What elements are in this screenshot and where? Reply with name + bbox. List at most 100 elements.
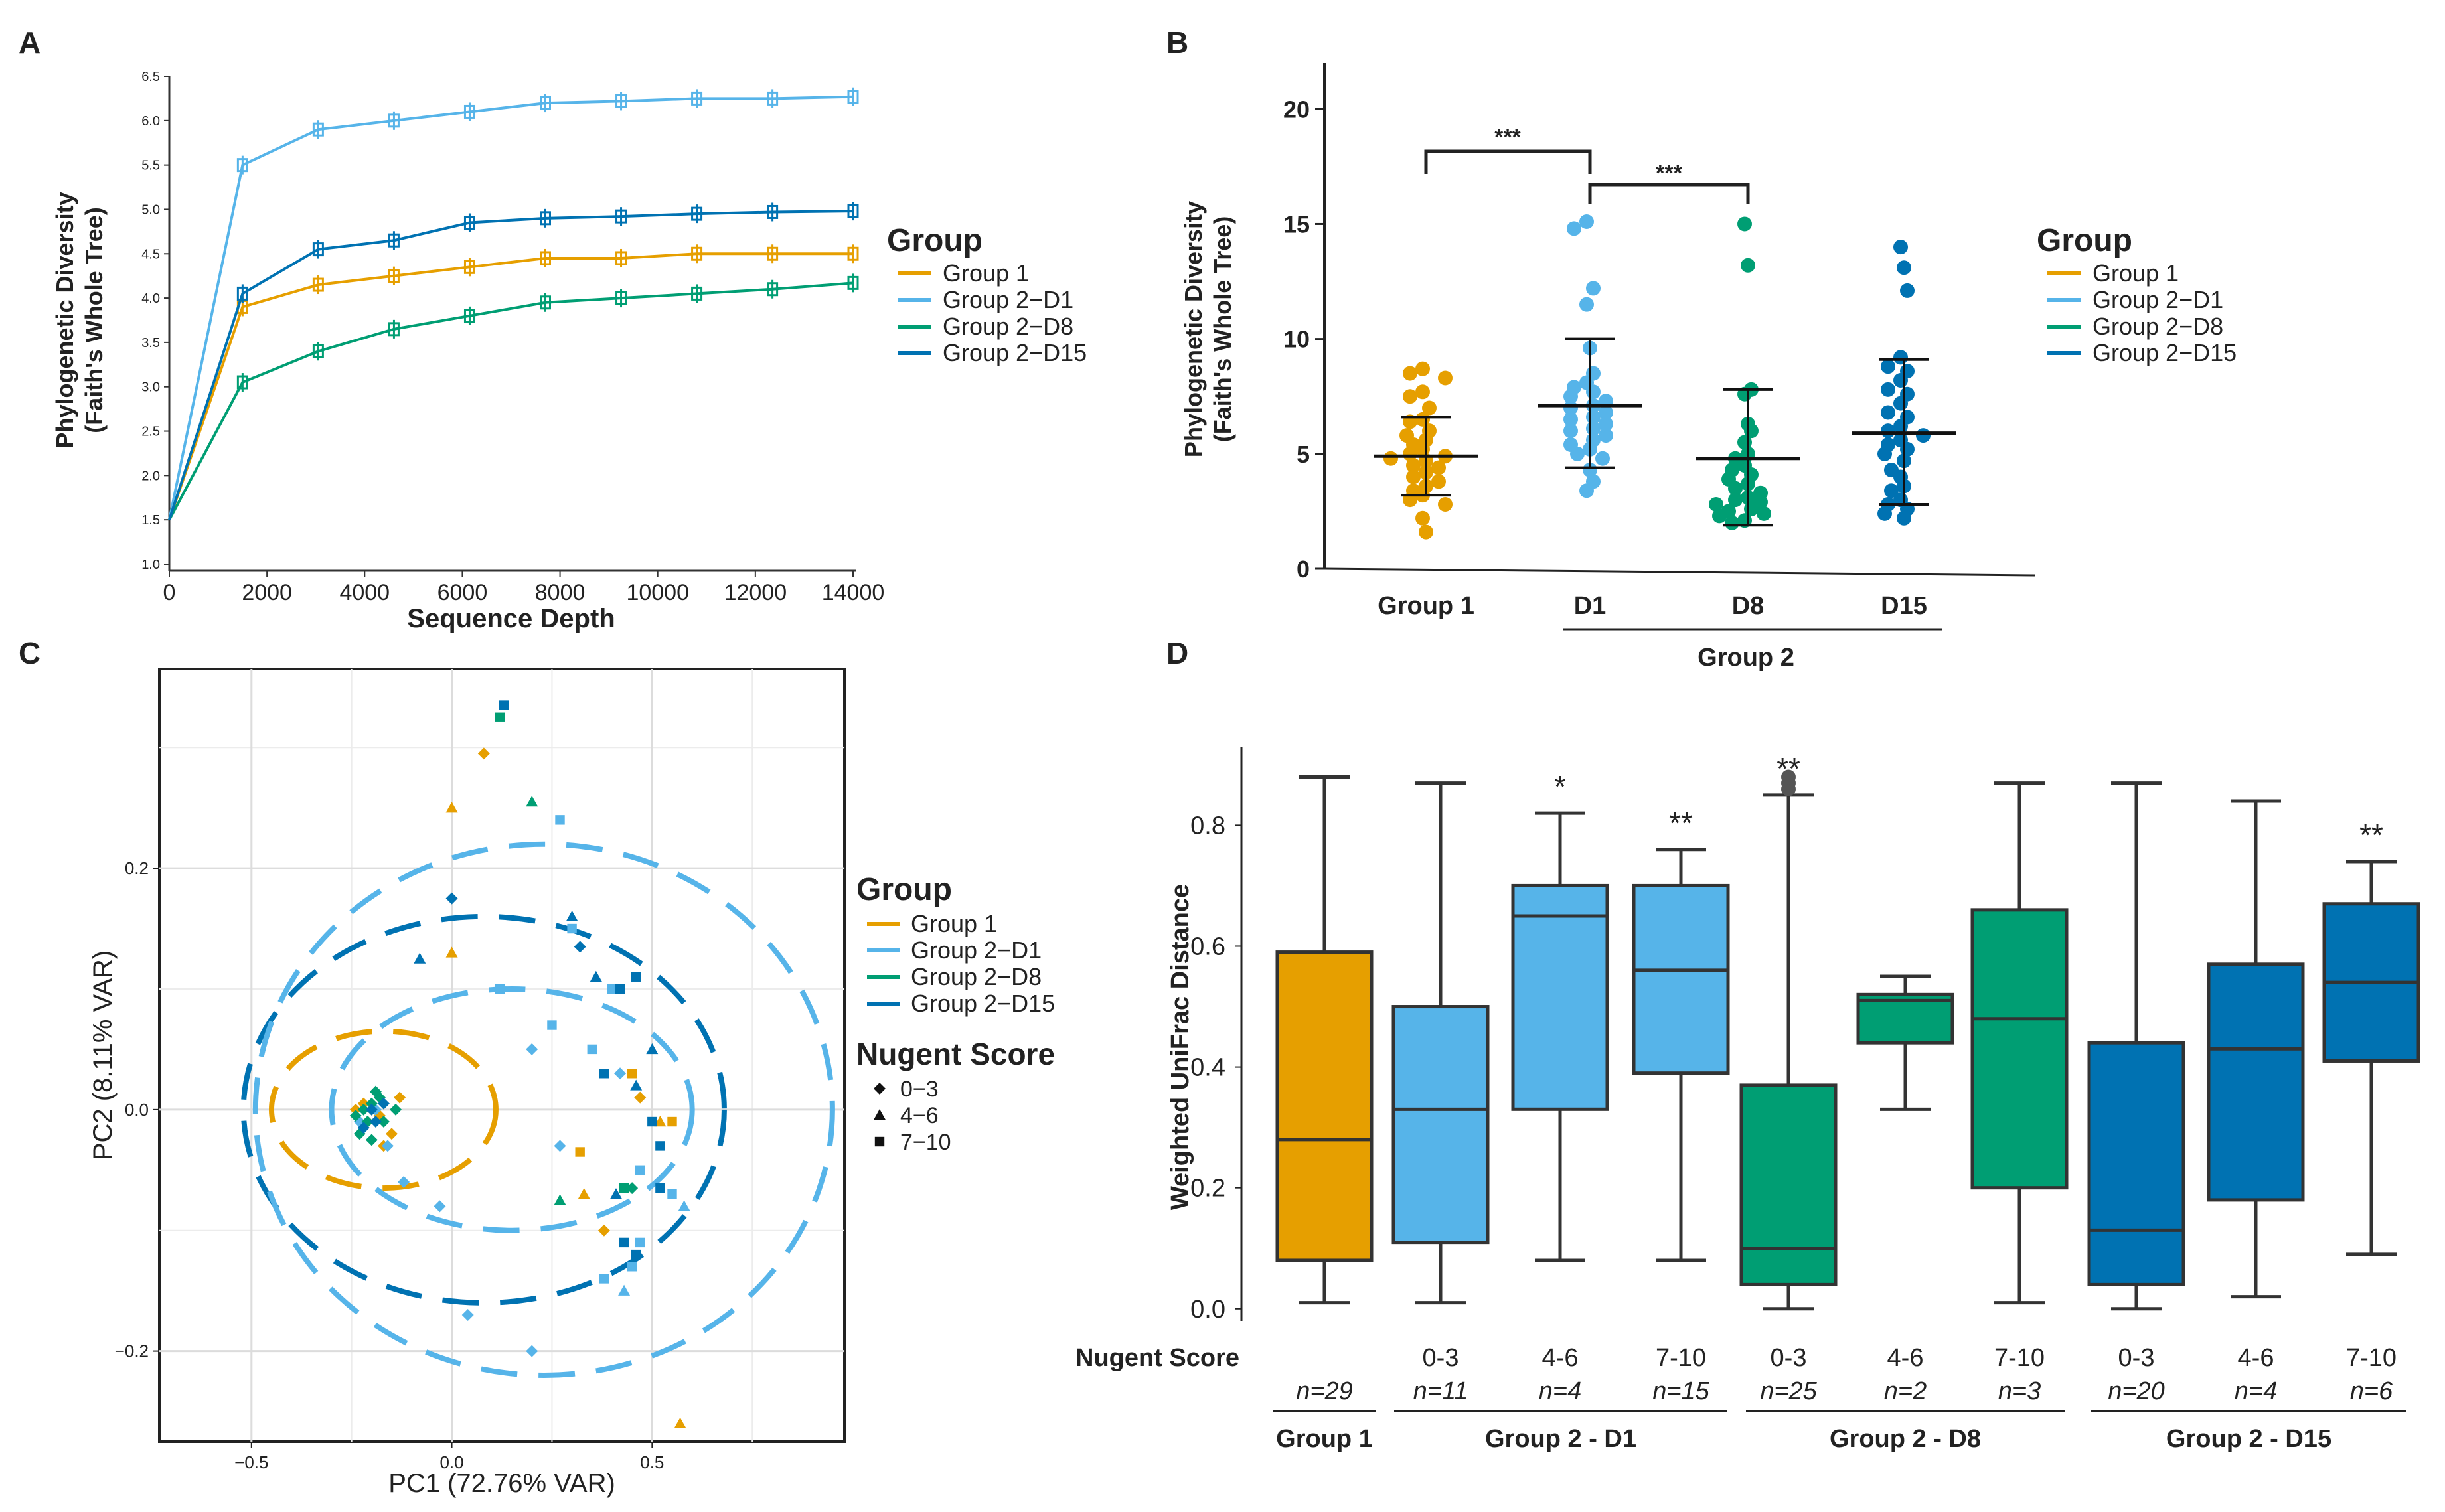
data-point: [1403, 389, 1417, 404]
y-axis-title-line: Phylogenetic Diversity: [51, 192, 78, 448]
y-tick-label: 3.5: [141, 336, 160, 350]
box: [2087, 1041, 2185, 1286]
data-point: [1881, 423, 1895, 439]
y-tick-label: 20: [1283, 96, 1310, 123]
nugent-label: 7-10: [1994, 1344, 2045, 1372]
y-tick-label: 0.2: [125, 858, 149, 878]
data-point: [388, 233, 400, 248]
point-triangle: [578, 1188, 590, 1199]
data-point: [1737, 216, 1752, 232]
nugent-label: 7-10: [2346, 1344, 2397, 1372]
panel-label-d: D: [1166, 636, 1188, 670]
group-label: Group 2 - D1: [1485, 1425, 1636, 1453]
data-point: [1419, 524, 1433, 540]
point-diamond: [597, 1224, 610, 1237]
point-diamond: [614, 1067, 627, 1080]
data-point: [691, 91, 703, 106]
y-tick-label: 2.5: [141, 425, 160, 439]
box: [1632, 883, 1730, 1075]
point-diamond: [394, 1091, 406, 1104]
panel-b-dotplot: 0 5 10 15 20 Phylogenetic Diversity(Faith's W…: [1180, 63, 2237, 672]
group-label: Group 2 - D8: [1830, 1425, 1981, 1453]
y-tick-label: 0: [1297, 556, 1310, 583]
group-label: Group 1: [1276, 1425, 1373, 1453]
point-triangle: [554, 1194, 566, 1205]
point-triangle: [610, 1188, 622, 1199]
x-tick-label: 10000: [626, 580, 689, 605]
x-tick-label: 4000: [339, 580, 390, 605]
y-tick-label: 0.0: [125, 1100, 149, 1120]
x-tick-label: 0: [163, 580, 176, 605]
data-point: [1893, 350, 1908, 365]
n-label: n=15: [1652, 1377, 1709, 1405]
panel-label-c: C: [19, 636, 40, 670]
data-point: [388, 113, 400, 128]
nugent-row-title: Nugent Score: [1075, 1344, 1239, 1372]
y-tick-label: 6.5: [141, 70, 160, 84]
y-axis-title-line: Phylogenetic Diversity: [1180, 201, 1207, 457]
data-point: [1728, 481, 1743, 496]
nugent-label: 0-3: [2118, 1344, 2155, 1372]
data-point: [615, 94, 627, 108]
point-square: [599, 1069, 609, 1079]
data-point: [1897, 260, 1911, 275]
data-point: [1438, 497, 1453, 512]
data-point: [1438, 370, 1453, 386]
point-triangle: [526, 796, 538, 807]
point-square: [499, 700, 509, 710]
x-tick-label: 8000: [535, 580, 586, 605]
data-point: [1916, 428, 1931, 443]
nugent-label: 4-6: [1887, 1344, 1924, 1372]
point-diamond: [445, 892, 458, 905]
point-square: [627, 1069, 637, 1079]
point-triangle: [874, 1109, 886, 1120]
data-point: [1583, 463, 1597, 478]
point-square: [599, 1274, 609, 1284]
legend-label: Group 2−D1: [943, 286, 1073, 313]
data-point: [1586, 281, 1601, 296]
legend-label: Group 2−D15: [2092, 339, 2237, 366]
sig-label: ***: [1494, 125, 1521, 150]
significance-label: *: [1554, 769, 1566, 804]
outlier-point: [1781, 781, 1796, 796]
point-diamond: [398, 1175, 410, 1188]
x-axis-title: PC1 (72.76% VAR): [388, 1469, 615, 1498]
shape-legend-label: 0−3: [900, 1077, 939, 1102]
data-point: [1415, 510, 1430, 526]
point-square: [631, 972, 641, 982]
point-diamond: [526, 1043, 538, 1055]
significance-label: **: [1669, 806, 1693, 840]
point-diamond: [377, 1097, 390, 1110]
data-point: [236, 375, 248, 390]
point-triangle: [566, 910, 578, 922]
data-point: [1881, 405, 1895, 420]
point-square: [635, 1165, 645, 1175]
x-tick-label: D15: [1881, 592, 1927, 620]
y-tick-label: 15: [1283, 210, 1310, 238]
data-point: [1712, 508, 1727, 524]
series-line-d1: [168, 95, 854, 520]
data-point: [1599, 405, 1613, 420]
legend-label: Group 1: [911, 910, 997, 937]
legend-label: Group 2−D15: [911, 990, 1055, 1017]
point-square: [607, 984, 617, 994]
point-triangle: [674, 1417, 686, 1428]
box: [1970, 908, 2069, 1190]
point-diamond: [357, 1122, 370, 1134]
point-diamond: [349, 1109, 362, 1122]
data-point: [1893, 372, 1908, 388]
point-square: [555, 815, 565, 825]
shape-legend-label: 7−10: [900, 1130, 951, 1155]
data-point: [1563, 389, 1578, 404]
point-diamond: [365, 1097, 378, 1110]
data-point: [388, 322, 400, 337]
y-tick-label: 10: [1283, 326, 1310, 353]
x-tick-label: 6000: [437, 580, 488, 605]
y-tick-label: 4.0: [141, 291, 160, 306]
n-label: n=6: [2350, 1377, 2393, 1405]
data-point: [1415, 361, 1430, 376]
data-point: [615, 209, 627, 224]
y-tick-label: 1.0: [141, 558, 160, 572]
data-point: [1893, 240, 1908, 255]
data-point: [312, 344, 324, 358]
